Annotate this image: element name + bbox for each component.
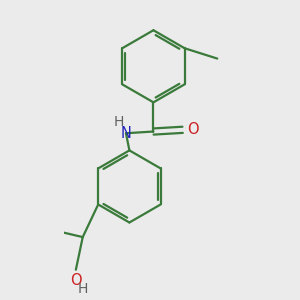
Text: O: O (70, 273, 82, 288)
Text: H: H (78, 282, 88, 296)
Text: O: O (187, 122, 199, 137)
Text: H: H (114, 115, 124, 129)
Text: N: N (121, 126, 131, 141)
